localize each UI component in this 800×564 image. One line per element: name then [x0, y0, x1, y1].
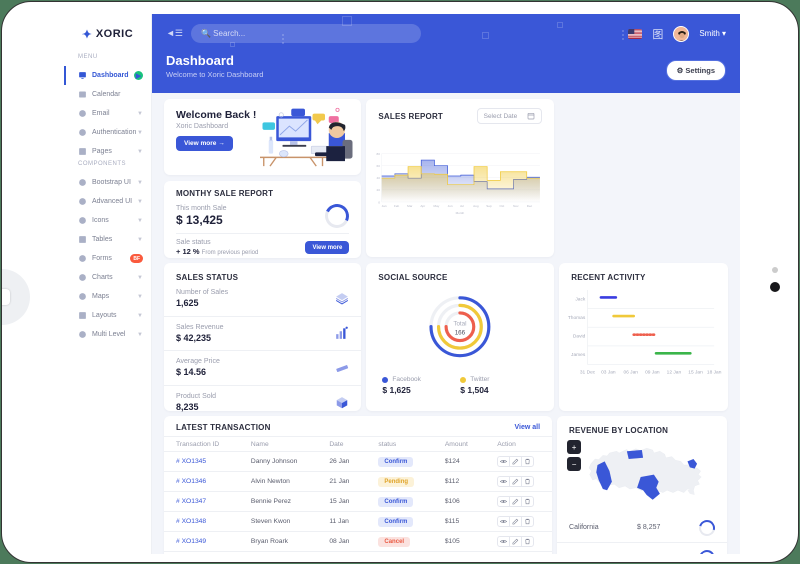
svg-text:12 Jan: 12 Jan	[667, 369, 682, 375]
svg-text:15 Jan: 15 Jan	[688, 369, 703, 375]
svg-text:0: 0	[379, 200, 381, 204]
svg-text:Oct: Oct	[500, 204, 505, 208]
svg-text:03 Jan: 03 Jan	[601, 369, 616, 375]
svg-text:18 Jan: 18 Jan	[707, 369, 722, 375]
svg-text:09 Jan: 09 Jan	[645, 369, 660, 375]
svg-text:Apr: Apr	[421, 204, 426, 208]
svg-text:Dec: Dec	[527, 204, 533, 208]
svg-text:20: 20	[377, 188, 381, 192]
svg-text:Mar: Mar	[408, 204, 413, 208]
svg-text:Jun: Jun	[448, 204, 453, 208]
svg-text:David: David	[573, 334, 586, 340]
svg-text:Month: Month	[456, 211, 465, 215]
svg-text:06 Jan: 06 Jan	[624, 369, 639, 375]
svg-text:James: James	[571, 352, 586, 358]
svg-text:Nov: Nov	[513, 204, 519, 208]
svg-text:Jack: Jack	[576, 296, 587, 302]
svg-text:Jul: Jul	[460, 204, 464, 208]
svg-text:60: 60	[377, 164, 381, 168]
svg-text:Feb: Feb	[394, 204, 400, 208]
svg-text:May: May	[434, 204, 440, 208]
svg-text:Total: Total	[454, 320, 467, 327]
svg-text:Jan: Jan	[382, 204, 387, 208]
svg-text:80: 80	[377, 152, 381, 156]
svg-text:166: 166	[455, 329, 466, 336]
svg-text:Sep: Sep	[487, 204, 493, 208]
svg-text:Thomas: Thomas	[568, 315, 586, 321]
svg-text:31 Dec: 31 Dec	[580, 369, 596, 375]
svg-text:40: 40	[377, 176, 381, 180]
svg-text:Aug: Aug	[473, 204, 479, 208]
